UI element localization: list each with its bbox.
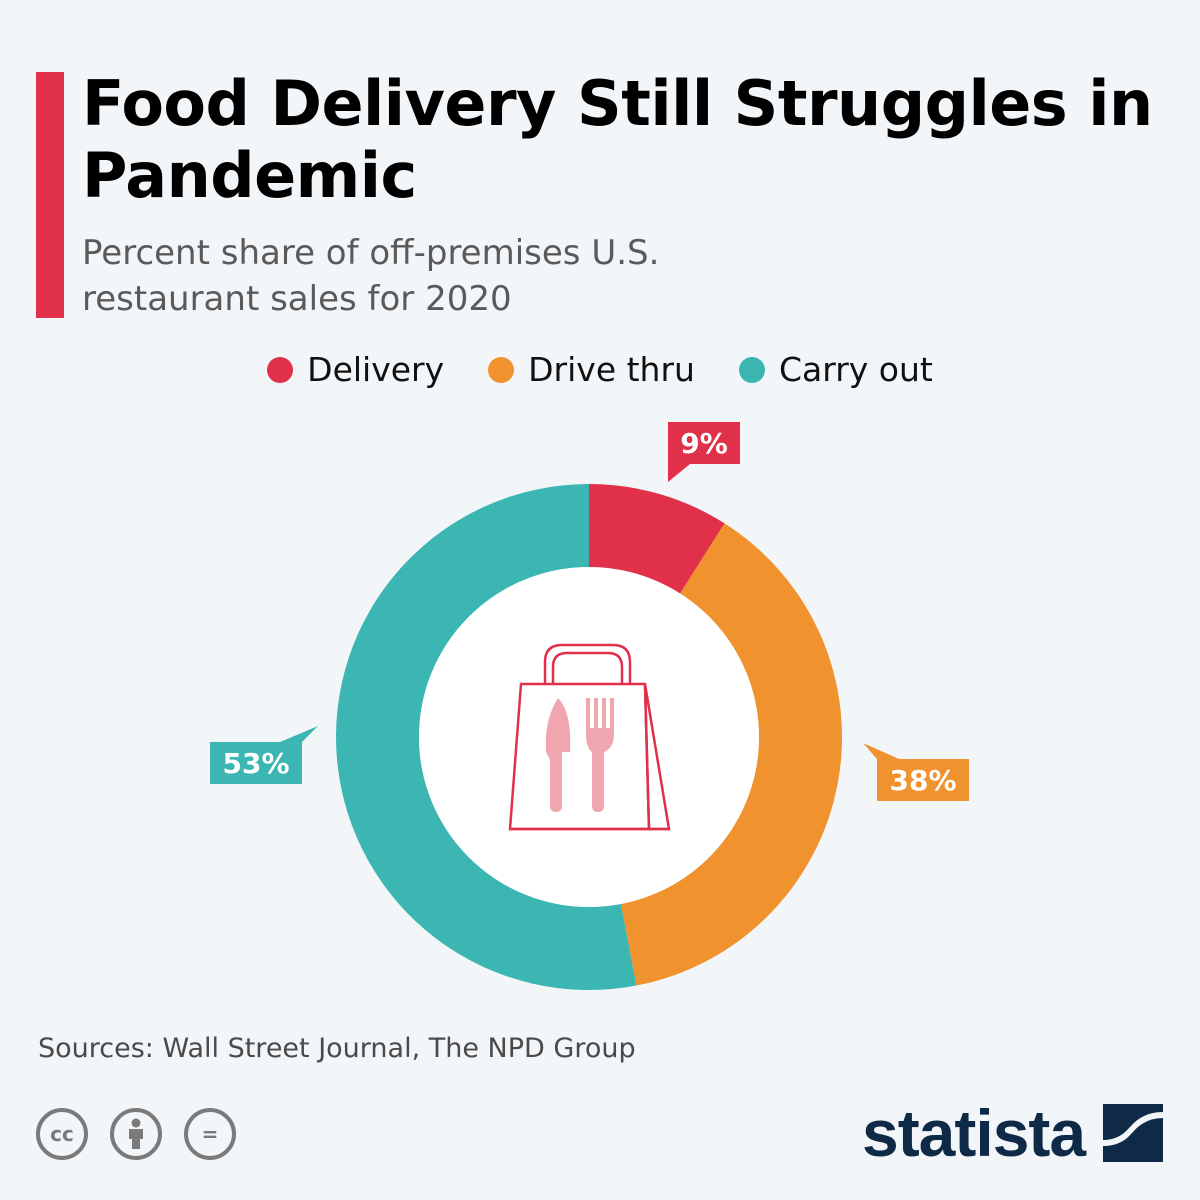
person-glyph <box>129 1118 143 1149</box>
callout-tail-drive-thru <box>863 743 899 759</box>
attribution-icon[interactable] <box>110 1108 162 1160</box>
cc-icon[interactable]: cc <box>36 1108 88 1160</box>
legend-item-drive-thru: Drive thru <box>488 350 695 389</box>
callout-box-drive-thru <box>877 759 969 801</box>
legend-label-drive-thru: Drive thru <box>528 350 695 389</box>
legend-swatch-delivery <box>267 356 294 383</box>
legend-item-delivery: Delivery <box>267 350 444 389</box>
value-label-delivery: 9% <box>680 427 728 460</box>
no-derivatives-icon[interactable]: = <box>184 1108 236 1160</box>
slice-drive-thru <box>620 523 843 986</box>
chart-title: Food Delivery Still Struggles in Pandemi… <box>82 67 1153 212</box>
value-label-carry-out: 53% <box>222 747 289 780</box>
knife-fork-icon <box>545 698 614 812</box>
license-icons: cc = <box>36 1108 236 1160</box>
legend-item-carry-out: Carry out <box>738 350 933 389</box>
statista-mark-icon <box>1103 1104 1164 1162</box>
callout-delivery: 9% <box>668 422 740 482</box>
source-note: Sources: Wall Street Journal, The NPD Gr… <box>38 1033 636 1064</box>
brand-name: statista <box>862 1096 1086 1170</box>
callout-carry-out: 53% <box>210 726 318 784</box>
chart-legend: Delivery Drive thru Carry out <box>0 350 1200 389</box>
slice-delivery <box>589 484 725 594</box>
food-bag-icon <box>508 643 671 831</box>
value-label-drive-thru: 38% <box>889 764 956 797</box>
statista-logo[interactable]: statista <box>862 1096 1164 1170</box>
callout-drive-thru: 38% <box>863 743 969 801</box>
legend-swatch-carry-out <box>738 356 765 383</box>
value-callouts: 9% 38% 53% <box>210 422 969 801</box>
chart-subtitle: Percent share of off-premises U.S. resta… <box>82 233 660 319</box>
legend-label-carry-out: Carry out <box>778 350 933 389</box>
callout-tail-carry-out <box>280 726 318 742</box>
callout-tail-delivery <box>668 464 690 482</box>
legend-swatch-drive-thru <box>488 356 515 383</box>
slice-carry-out <box>336 484 637 990</box>
callout-box-delivery <box>668 422 740 464</box>
callout-box-carry-out <box>210 742 302 784</box>
accent-bar <box>36 72 64 318</box>
legend-label-delivery: Delivery <box>307 350 445 389</box>
